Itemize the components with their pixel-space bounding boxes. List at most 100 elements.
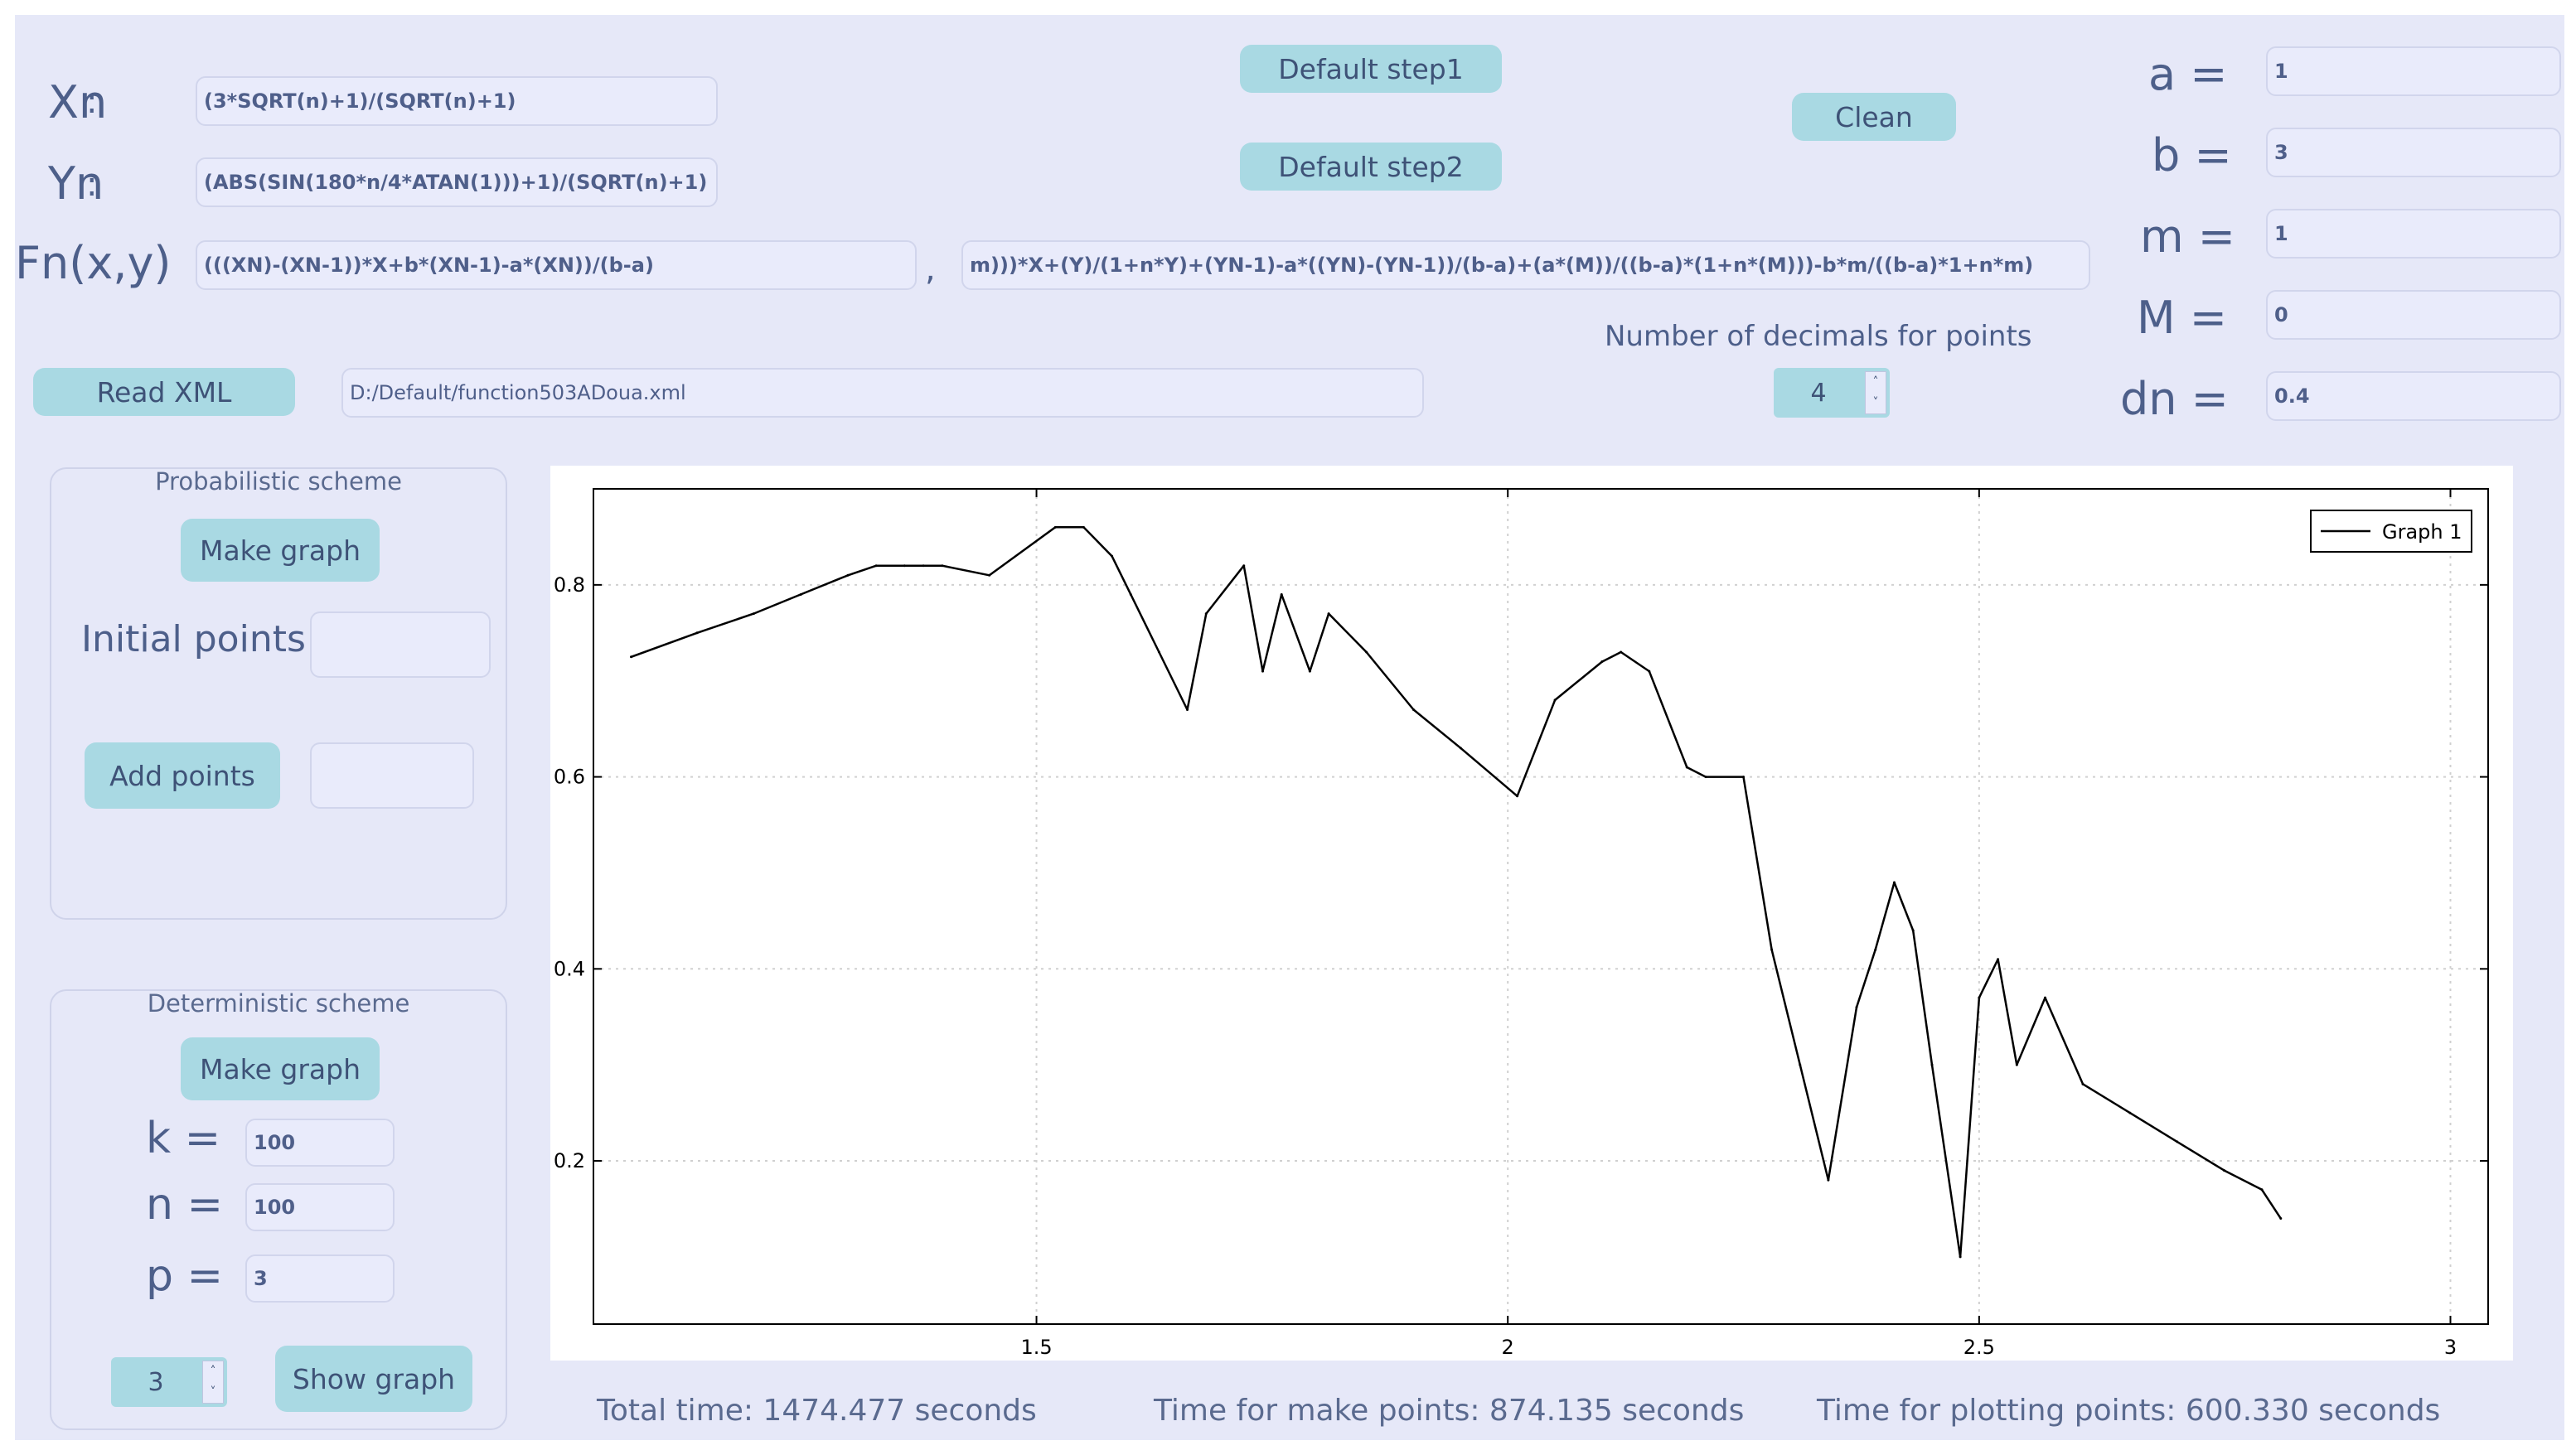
decimals-stepper[interactable]: ˄ ˅ <box>1865 371 1886 414</box>
initial-points-label: Initial points: <box>81 618 318 660</box>
n-input[interactable]: 100 <box>245 1183 395 1231</box>
prob-make-graph-button[interactable]: Make graph <box>181 519 380 582</box>
data-point <box>1129 592 1132 596</box>
param-dn-input[interactable]: 0.4 <box>2266 371 2561 421</box>
data-point <box>1082 525 1085 529</box>
chevron-up-icon[interactable]: ˄ <box>1872 375 1879 389</box>
data-point <box>1365 650 1368 654</box>
det-stepper[interactable]: ˄ ˅ <box>202 1361 224 1404</box>
deterministic-title: Deterministic scheme <box>147 989 410 1018</box>
data-point <box>1892 881 1896 884</box>
data-point <box>1770 948 1774 951</box>
data-point <box>874 564 878 568</box>
data-point <box>2176 1140 2179 1143</box>
n-label: n = <box>146 1180 224 1230</box>
total-time: Total time: 1474.477 seconds <box>597 1394 1037 1428</box>
plotting-time: Time for plotting points: 600.330 second… <box>1817 1394 2441 1428</box>
data-point <box>1261 669 1264 673</box>
default-step2-button[interactable]: Default step2 <box>1240 143 1502 191</box>
param-dn-label: dn = <box>2120 373 2229 425</box>
x-tick-label: 2.5 <box>1963 1336 1995 1359</box>
det-make-graph-button[interactable]: Make graph <box>181 1037 380 1100</box>
data-point <box>695 631 699 635</box>
data-point <box>1874 948 1877 951</box>
k-label: k = <box>146 1114 221 1163</box>
data-point <box>1685 766 1688 769</box>
param-b-input[interactable]: 3 <box>2266 128 2561 177</box>
decimals-label: Number of decimals for points <box>1605 320 2032 353</box>
data-point <box>1516 795 1519 798</box>
probabilistic-title: Probabilistic scheme <box>155 467 402 495</box>
initial-points-input[interactable] <box>310 611 491 678</box>
data-point <box>1600 660 1604 664</box>
fn-input-2[interactable]: m)))*X+(Y)/(1+n*Y)+(YN-1)-a*((YN)-(YN-1)… <box>961 240 2090 290</box>
x-tick-label: 1.5 <box>1020 1336 1052 1359</box>
data-point <box>1553 698 1557 702</box>
y-tick-label: 0.8 <box>554 573 585 597</box>
param-a-input[interactable]: 1 <box>2266 46 2561 96</box>
param-M-input[interactable]: 0 <box>2266 290 2561 340</box>
xml-path-input[interactable]: D:/Default/function503ADoua.xml <box>341 368 1424 418</box>
probabilistic-group: Probabilistic scheme Make graph Initial … <box>50 467 507 920</box>
data-point <box>1411 708 1415 711</box>
data-point <box>2043 996 2046 999</box>
data-point <box>1242 564 1246 568</box>
fn-input-1[interactable]: (((XN)-(XN-1))*X+b*(XN-1)-a*(XN))/(b-a) <box>196 240 917 290</box>
data-point <box>1327 612 1330 616</box>
data-point <box>941 564 944 568</box>
yn-label: Yn <box>48 157 104 210</box>
param-a-label: a = <box>2148 48 2228 100</box>
deterministic-group: Deterministic scheme Make graph k = 100 … <box>50 989 507 1430</box>
data-point <box>2081 1082 2085 1085</box>
chevron-up-icon[interactable]: ˄ <box>210 1365 216 1378</box>
x-tick-label: 2 <box>1502 1336 1514 1359</box>
data-point <box>799 592 802 596</box>
data-point <box>988 573 991 577</box>
data-point <box>1827 1178 1830 1182</box>
param-m-input[interactable]: 1 <box>2266 209 2561 259</box>
yn-input[interactable]: (ABS(SIN(180*n/4*ATAN(1)))+1)/(SQRT(n)+1… <box>196 157 718 207</box>
plot-canvas[interactable]: 1.5 2 2.5 3 0.2 0.4 0.6 0.8 Graph 1 <box>550 466 2513 1361</box>
add-points-button[interactable]: Add points <box>85 742 280 809</box>
data-point <box>2279 1217 2283 1221</box>
fn-separator: , <box>925 250 936 288</box>
add-points-input[interactable] <box>310 742 474 809</box>
data-point <box>903 564 906 568</box>
chevron-down-icon[interactable]: ˅ <box>1872 396 1879 409</box>
x-tick-label: 3 <box>2444 1336 2457 1359</box>
param-b-label: b = <box>2152 129 2232 181</box>
param-M-label: M = <box>2137 292 2228 344</box>
data-point <box>922 564 925 568</box>
k-input[interactable]: 100 <box>245 1119 395 1167</box>
data-point <box>1157 650 1160 654</box>
data-point <box>1959 1255 1962 1259</box>
det-spinbox[interactable]: 3 ˄ ˅ <box>111 1357 227 1407</box>
data-point <box>1280 592 1283 596</box>
data-point <box>1978 996 1981 999</box>
decimals-value: 4 <box>1810 378 1827 408</box>
show-graph-button[interactable]: Show graph <box>275 1346 472 1412</box>
data-point <box>1053 525 1057 529</box>
read-xml-button[interactable]: Read XML <box>33 368 295 416</box>
y-tick-label: 0.4 <box>554 957 585 980</box>
data-point <box>1111 554 1114 558</box>
yn-colon: : <box>86 166 98 204</box>
xn-label: Xn <box>48 76 108 128</box>
data-point <box>2015 1063 2018 1066</box>
y-tick-label: 0.2 <box>554 1149 585 1172</box>
data-point <box>1997 958 2000 961</box>
data-point <box>1855 1006 1858 1009</box>
xn-input[interactable]: (3*SQRT(n)+1)/(SQRT(n)+1) <box>196 76 718 126</box>
default-step1-button[interactable]: Default step1 <box>1240 45 1502 93</box>
data-point <box>752 612 755 616</box>
data-point <box>1459 747 1462 750</box>
data-point <box>2223 1169 2226 1172</box>
decimals-spinbox[interactable]: 4 ˄ ˅ <box>1774 368 1890 418</box>
p-input[interactable]: 3 <box>245 1254 395 1303</box>
p-label: p = <box>146 1251 224 1301</box>
clean-button[interactable]: Clean <box>1792 93 1956 141</box>
make-points-time: Time for make points: 874.135 seconds <box>1154 1394 1745 1428</box>
param-m-label: m = <box>2140 210 2236 263</box>
chevron-down-icon[interactable]: ˅ <box>210 1385 216 1399</box>
data-point <box>1930 1063 1934 1066</box>
